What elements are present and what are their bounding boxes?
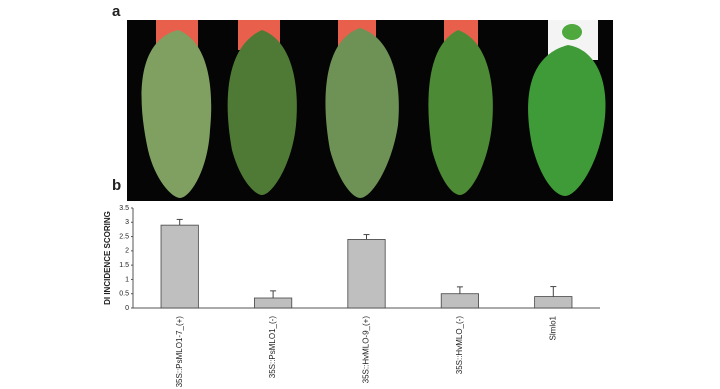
error-bar (176, 218, 183, 226)
y-tick-label: 3 (125, 219, 129, 226)
error-bar (550, 286, 557, 297)
error-bar (456, 286, 463, 294)
bar (440, 293, 479, 309)
y-tick-label: 0.5 (119, 291, 129, 298)
panel-label: b (112, 177, 121, 194)
bar (160, 224, 199, 309)
error-bar (363, 234, 370, 240)
panel-label: a (112, 3, 121, 20)
x-tick-label: Slmlo1 (548, 315, 557, 340)
y-tick-label: 1.5 (119, 262, 129, 269)
y-axis-label: DI INCIDENCE SCORING (103, 211, 112, 305)
x-tick-label: 35S::HvMLO-9_(+) (362, 316, 371, 384)
x-tick-label: 35S::PsMLO1-7_(+) (175, 316, 184, 388)
y-tick-label: 2 (125, 248, 129, 255)
error-bar (270, 290, 277, 298)
bar (347, 239, 386, 309)
bar (534, 296, 573, 309)
leaf-photo (127, 20, 613, 201)
x-tick-label: 35S::HvMLO_(-) (455, 316, 464, 375)
y-tick-label: 3.5 (119, 205, 129, 212)
y-tick-label: 0 (125, 305, 129, 312)
y-tick-label: 1 (125, 276, 129, 283)
bar (254, 297, 293, 309)
y-tick-label: 2.5 (119, 233, 129, 240)
x-tick-label: 35S::PsMLO1_(-) (268, 316, 277, 379)
